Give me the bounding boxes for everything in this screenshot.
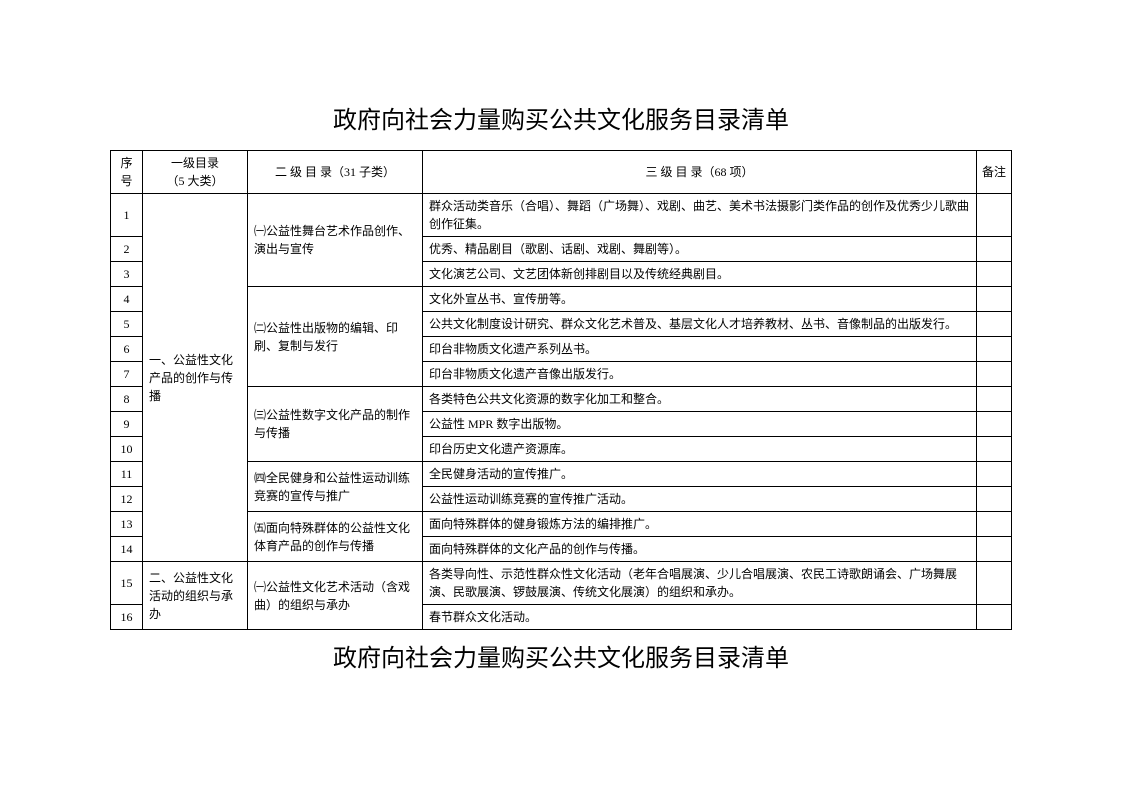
lvl3-cell: 文化外宣丛书、宣传册等。 [423, 287, 977, 312]
seq-cell: 3 [111, 262, 143, 287]
lvl2-cell: ㈡公益性出版物的编辑、印刷、复制与发行 [248, 287, 423, 387]
lvl3-cell: 优秀、精品剧目（歌剧、话剧、戏剧、舞剧等）。 [423, 237, 977, 262]
lvl3-cell: 群众活动类音乐（合唱）、舞蹈（广场舞）、戏剧、曲艺、美术书法摄影门类作品的创作及… [423, 194, 977, 237]
remark-cell [977, 412, 1012, 437]
remark-cell [977, 194, 1012, 237]
lvl3-cell: 全民健身活动的宣传推广。 [423, 462, 977, 487]
seq-cell: 9 [111, 412, 143, 437]
header-lvl1-line2: （5 大类） [148, 172, 242, 190]
lvl3-cell: 公益性运动训练竞赛的宣传推广活动。 [423, 487, 977, 512]
remark-cell [977, 437, 1012, 462]
lvl3-cell: 文化演艺公司、文艺团体新创排剧目以及传统经典剧目。 [423, 262, 977, 287]
seq-cell: 15 [111, 562, 143, 605]
header-seq: 序号 [111, 151, 143, 194]
header-lvl2: 二 级 目 录（31 子类） [248, 151, 423, 194]
remark-cell [977, 262, 1012, 287]
seq-cell: 13 [111, 512, 143, 537]
lvl1-cell: 一、公益性文化产品的创作与传播 [143, 194, 248, 562]
seq-cell: 14 [111, 537, 143, 562]
remark-cell [977, 337, 1012, 362]
seq-cell: 5 [111, 312, 143, 337]
remark-cell [977, 237, 1012, 262]
lvl3-cell: 各类导向性、示范性群众性文化活动（老年合唱展演、少儿合唱展演、农民工诗歌朗诵会、… [423, 562, 977, 605]
page-title: 政府向社会力量购买公共文化服务目录清单 [110, 100, 1012, 135]
lvl2-cell: ㈠公益性舞台艺术作品创作、演出与宣传 [248, 194, 423, 287]
seq-cell: 7 [111, 362, 143, 387]
lvl3-cell: 春节群众文化活动。 [423, 605, 977, 630]
header-lvl1: 一级目录 （5 大类） [143, 151, 248, 194]
header-lvl1-line1: 一级目录 [148, 154, 242, 172]
seq-cell: 12 [111, 487, 143, 512]
remark-cell [977, 387, 1012, 412]
seq-cell: 10 [111, 437, 143, 462]
lvl3-cell: 各类特色公共文化资源的数字化加工和整合。 [423, 387, 977, 412]
lvl2-cell: ㈢公益性数字文化产品的制作与传播 [248, 387, 423, 462]
remark-cell [977, 562, 1012, 605]
remark-cell [977, 487, 1012, 512]
remark-cell [977, 512, 1012, 537]
remark-cell [977, 537, 1012, 562]
table-header-row: 序号 一级目录 （5 大类） 二 级 目 录（31 子类） 三 级 目 录（68… [111, 151, 1012, 194]
lvl3-cell: 面向特殊群体的健身锻炼方法的编排推广。 [423, 512, 977, 537]
remark-cell [977, 462, 1012, 487]
lvl3-cell: 印台非物质文化遗产音像出版发行。 [423, 362, 977, 387]
lvl2-cell: ㈠公益性文化艺术活动（含戏曲）的组织与承办 [248, 562, 423, 630]
lvl3-cell: 面向特殊群体的文化产品的创作与传播。 [423, 537, 977, 562]
catalog-table: 序号 一级目录 （5 大类） 二 级 目 录（31 子类） 三 级 目 录（68… [110, 150, 1012, 630]
remark-cell [977, 312, 1012, 337]
lvl1-cell: 二、公益性文化活动的组织与承办 [143, 562, 248, 630]
remark-cell [977, 605, 1012, 630]
table-row: 15 二、公益性文化活动的组织与承办 ㈠公益性文化艺术活动（含戏曲）的组织与承办… [111, 562, 1012, 605]
seq-cell: 6 [111, 337, 143, 362]
seq-cell: 2 [111, 237, 143, 262]
page-footer-title: 政府向社会力量购买公共文化服务目录清单 [110, 638, 1012, 673]
remark-cell [977, 287, 1012, 312]
remark-cell [977, 362, 1012, 387]
lvl3-cell: 印台非物质文化遗产系列丛书。 [423, 337, 977, 362]
lvl3-cell: 公益性 MPR 数字出版物。 [423, 412, 977, 437]
seq-cell: 16 [111, 605, 143, 630]
lvl2-cell: ㈣全民健身和公益性运动训练竞赛的宣传与推广 [248, 462, 423, 512]
seq-cell: 11 [111, 462, 143, 487]
header-remark: 备注 [977, 151, 1012, 194]
header-lvl3: 三 级 目 录（68 项） [423, 151, 977, 194]
seq-cell: 1 [111, 194, 143, 237]
seq-cell: 8 [111, 387, 143, 412]
lvl2-cell: ㈤面向特殊群体的公益性文化体育产品的创作与传播 [248, 512, 423, 562]
lvl3-cell: 印台历史文化遗产资源库。 [423, 437, 977, 462]
lvl3-cell: 公共文化制度设计研究、群众文化艺术普及、基层文化人才培养教材、丛书、音像制品的出… [423, 312, 977, 337]
seq-cell: 4 [111, 287, 143, 312]
table-row: 1 一、公益性文化产品的创作与传播 ㈠公益性舞台艺术作品创作、演出与宣传 群众活… [111, 194, 1012, 237]
